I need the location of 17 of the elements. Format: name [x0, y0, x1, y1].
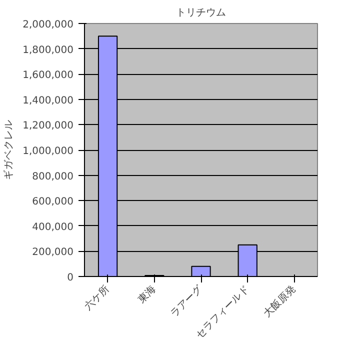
x-tick-label: 六ケ所 [82, 282, 112, 313]
chart-title: トリチウム [176, 8, 226, 18]
y-axis-title: ギガベクレル [2, 120, 15, 180]
x-tick-label: ラアーグ [168, 282, 206, 320]
y-tick-label: 800,000 [32, 171, 74, 182]
y-tick-label: 600,000 [32, 196, 74, 208]
y-tick-label: 200,000 [32, 247, 74, 258]
x-tick-label: 大飯原発 [261, 282, 298, 320]
y-tick-label: 1,600,000 [22, 70, 74, 82]
y-tick-label: 1,800,000 [22, 44, 74, 56]
y-tick-label: 0 [67, 272, 74, 284]
y-tick-label: 1,400,000 [22, 95, 74, 106]
y-tick-label: 2,000,000 [22, 20, 74, 30]
x-tick-label: 東海 [136, 282, 158, 306]
y-tick-label: 1,000,000 [22, 146, 74, 157]
y-tick-label: 1,200,000 [22, 120, 74, 132]
y-tick-label: 400,000 [32, 222, 74, 233]
